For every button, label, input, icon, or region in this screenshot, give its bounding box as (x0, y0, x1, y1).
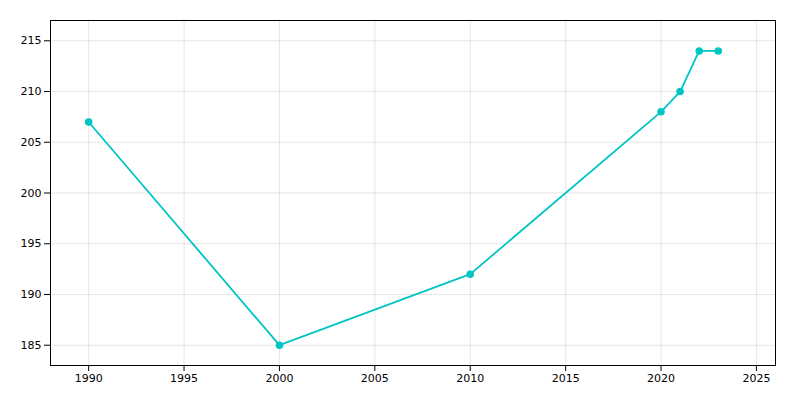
svg-text:1995: 1995 (170, 372, 198, 385)
svg-text:2010: 2010 (456, 372, 484, 385)
svg-text:205: 205 (21, 136, 42, 149)
svg-text:2005: 2005 (361, 372, 389, 385)
svg-text:2025: 2025 (742, 372, 770, 385)
svg-text:2015: 2015 (552, 372, 580, 385)
svg-text:185: 185 (21, 339, 42, 352)
svg-text:195: 195 (21, 237, 42, 250)
svg-text:190: 190 (21, 288, 42, 301)
svg-text:200: 200 (21, 187, 42, 200)
svg-text:2000: 2000 (265, 372, 293, 385)
svg-text:215: 215 (21, 34, 42, 47)
svg-text:1990: 1990 (75, 372, 103, 385)
svg-text:2020: 2020 (647, 372, 675, 385)
svg-text:210: 210 (21, 85, 42, 98)
